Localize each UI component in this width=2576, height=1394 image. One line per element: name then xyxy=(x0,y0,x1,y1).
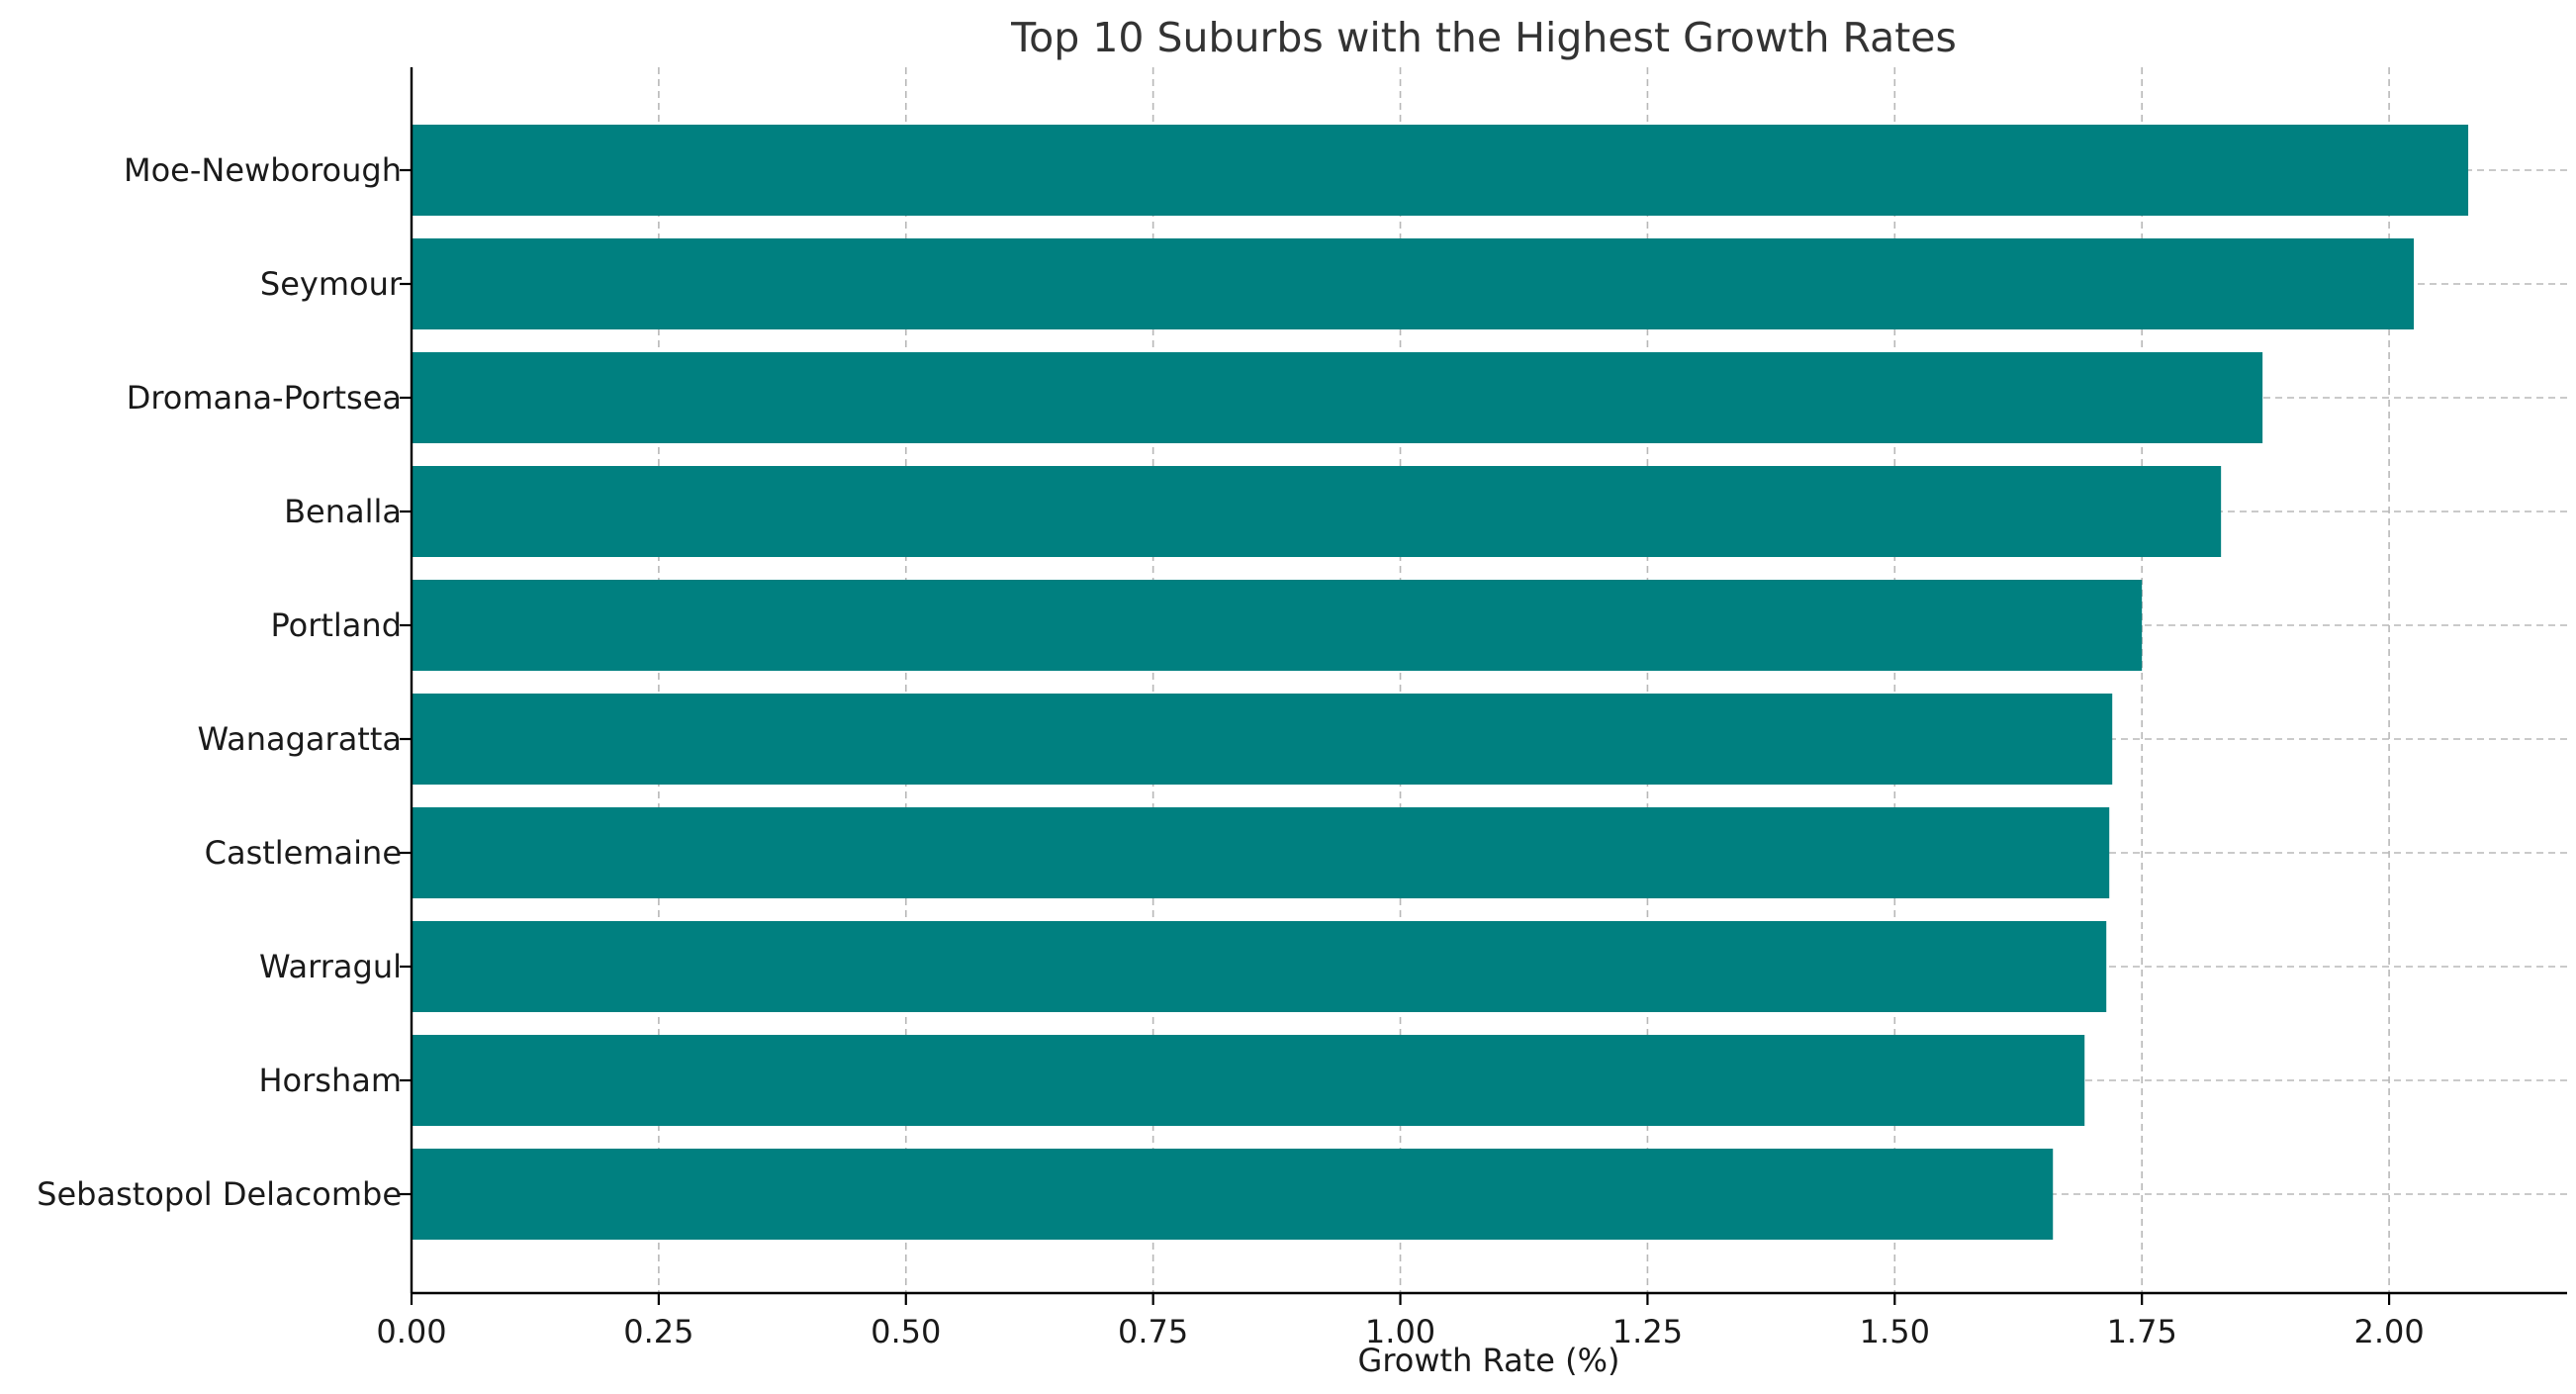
bar xyxy=(412,352,2263,443)
x-tick-label: 0.75 xyxy=(1118,1313,1188,1350)
x-tick-label: 0.00 xyxy=(376,1313,446,1350)
y-tick-label: Warragul xyxy=(259,948,402,985)
bar xyxy=(412,694,2113,785)
y-tick-label: Castlemaine xyxy=(205,834,402,872)
y-tick-label: Seymour xyxy=(260,265,403,303)
bar xyxy=(412,1149,2054,1240)
axes xyxy=(410,67,2567,1295)
y-axis-ticks: Moe-Newborough Seymour Dromana-Portsea Bena… xyxy=(37,151,412,1213)
y-tick-label: Portland xyxy=(270,606,402,644)
bar xyxy=(412,238,2415,329)
y-tick-label: Benalla xyxy=(284,493,402,530)
x-tick-label: 0.25 xyxy=(623,1313,693,1350)
x-axis-ticks: 0.00 0.25 0.50 0.75 1.00 1.25 1.50 1.75 2.00 xyxy=(376,1293,2425,1350)
x-tick-label: 1.25 xyxy=(1612,1313,1683,1350)
y-tick-label: Sebastopol Delacombe xyxy=(37,1175,402,1213)
x-tick-label: 2.00 xyxy=(2353,1313,2424,1350)
bar xyxy=(412,807,2110,898)
bar xyxy=(412,921,2107,1012)
bar xyxy=(412,125,2469,216)
y-tick-label: Wanagaratta xyxy=(198,720,402,758)
bar xyxy=(412,1035,2085,1126)
bar xyxy=(412,466,2222,557)
chart-title: Top 10 Suburbs with the Highest Growth R… xyxy=(1010,14,1957,61)
bars xyxy=(412,125,2469,1240)
x-tick-label: 0.50 xyxy=(871,1313,941,1350)
bar xyxy=(412,580,2143,671)
x-tick-label: 1.75 xyxy=(2107,1313,2177,1350)
x-tick-label: 1.00 xyxy=(1365,1313,1435,1350)
x-axis-label: Growth Rate (%) xyxy=(1358,1342,1620,1379)
y-tick-label: Moe-Newborough xyxy=(124,151,402,189)
y-tick-label: Dromana-Portsea xyxy=(127,379,402,417)
y-tick-label: Horsham xyxy=(258,1062,402,1099)
x-tick-label: 1.50 xyxy=(1860,1313,1930,1350)
